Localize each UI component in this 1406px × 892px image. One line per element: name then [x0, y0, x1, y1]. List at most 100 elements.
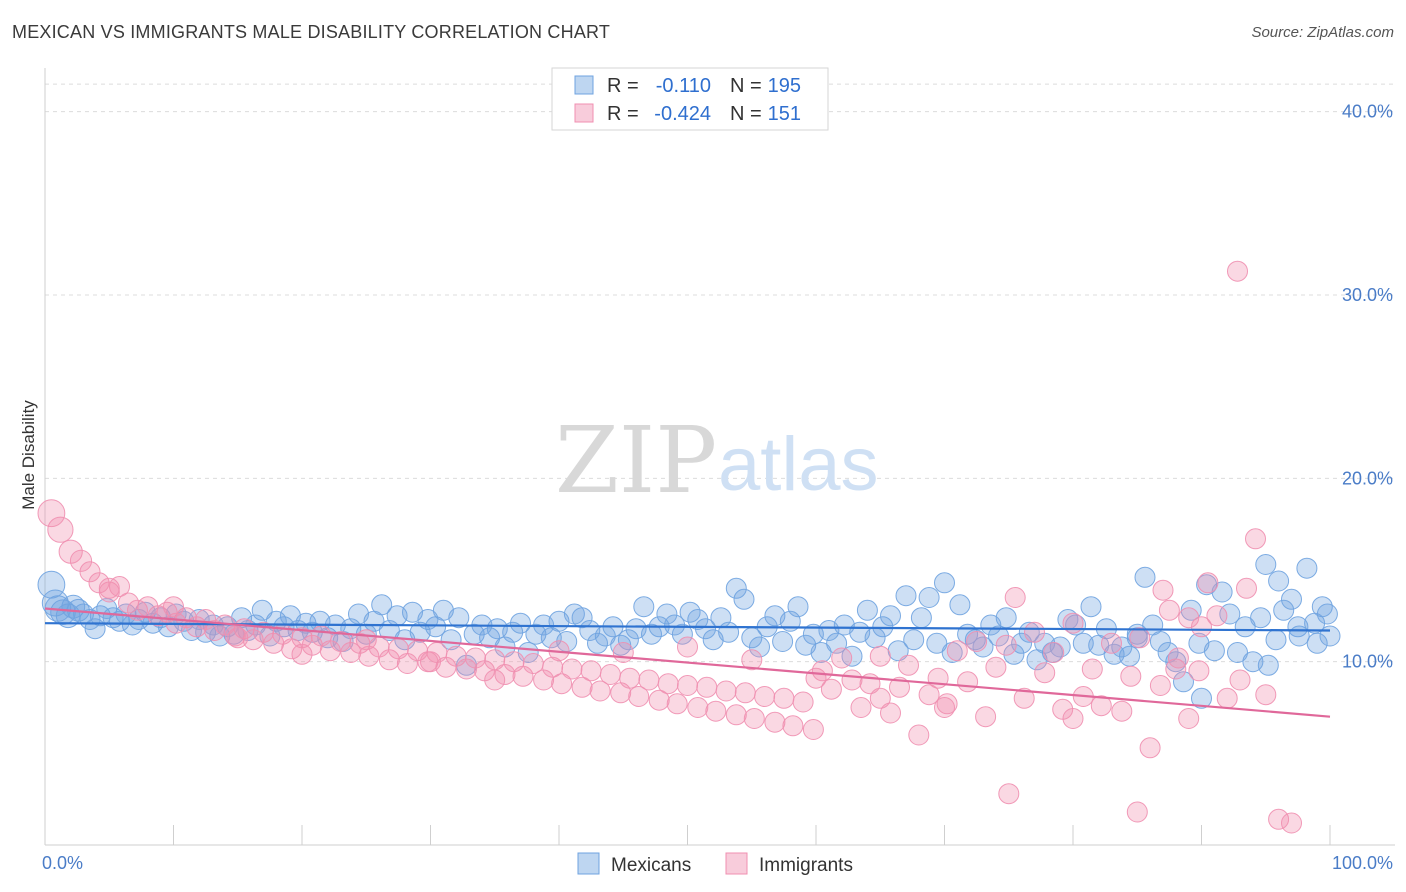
immigrants-point [998, 783, 1020, 805]
immigrants-point [841, 669, 863, 691]
mexicans-point [617, 629, 639, 651]
immigrants-point [1188, 660, 1210, 682]
legend-r-value: -0.110 [656, 75, 711, 97]
immigrants-point [542, 656, 564, 678]
legend-top-box [551, 67, 829, 131]
immigrants-point [743, 708, 765, 729]
mexicans-point [725, 577, 747, 599]
y-tick-label: 40.0% [1342, 102, 1393, 122]
mexicans-point [371, 594, 393, 616]
immigrants-point [340, 642, 362, 663]
immigrants-point [533, 669, 555, 691]
immigrants-point [571, 676, 593, 698]
mexicans-point [1119, 645, 1140, 667]
mexicans-point [1255, 554, 1277, 575]
watermark-zip: ZIP [555, 407, 717, 514]
immigrants-point [696, 676, 718, 698]
mexicans-point [833, 614, 855, 636]
immigrants-point [456, 658, 477, 680]
immigrants-point [805, 667, 827, 689]
immigrants-point [1197, 572, 1219, 594]
mexicans-point [733, 588, 755, 610]
watermark: ZIP atlas [555, 407, 879, 514]
immigrants-point [975, 706, 997, 728]
immigrants-point [1024, 621, 1045, 643]
legend-n-label: N = [730, 75, 762, 97]
immigrants-point [1062, 612, 1084, 634]
immigrants-point [725, 704, 747, 726]
mexicans-point [1149, 631, 1171, 652]
immigrants-point [1236, 577, 1257, 599]
immigrants-point [1158, 599, 1180, 621]
immigrants-point [1129, 627, 1151, 649]
immigrants-point [666, 693, 688, 715]
immigrants-point [1268, 808, 1290, 830]
immigrants-point [512, 665, 534, 687]
immigrants-point [1206, 605, 1228, 627]
mexicans-point [972, 636, 994, 658]
grid-lines [45, 83, 1395, 663]
mexicans-point [502, 621, 524, 643]
y-tick-labels: 10.0% 20.0% 30.0% 40.0% [1342, 102, 1393, 672]
mexicans-point [918, 587, 940, 608]
mexicans-point [910, 607, 932, 629]
immigrants-point [628, 686, 650, 707]
immigrants-point [985, 656, 1007, 678]
mexicans-point [695, 618, 716, 640]
immigrants-point [589, 680, 611, 702]
mexicans-point [671, 623, 693, 645]
immigrants-point [918, 684, 940, 706]
y-axis-title: Male Disability [19, 400, 38, 510]
immigrants-point [802, 719, 824, 740]
immigrants-point [638, 669, 660, 691]
mexicans-point [880, 605, 901, 627]
immigrants-point [1216, 687, 1238, 709]
mexicans-point [903, 629, 925, 651]
mexicans-point [1072, 632, 1094, 654]
mexicans-point [1287, 616, 1309, 638]
immigrants-point [995, 634, 1017, 656]
immigrants-point [612, 642, 634, 663]
mexicans-point [980, 614, 1002, 636]
mexicans-point [633, 596, 655, 618]
immigrants-point [445, 645, 467, 667]
immigrants-point [484, 669, 506, 691]
mexicans-point [587, 632, 608, 654]
immigrants-point [657, 673, 679, 695]
mexicans-point [1165, 651, 1187, 673]
immigrants-point [79, 561, 101, 583]
immigrants-point [1090, 695, 1112, 717]
immigrants-point [396, 653, 418, 674]
immigrants-point [869, 645, 891, 667]
mexicans-point [664, 614, 686, 636]
immigrants-point [1120, 665, 1142, 687]
immigrants-point [869, 687, 891, 709]
mexicans-point [787, 596, 809, 618]
immigrants-point [934, 697, 955, 718]
data-points [37, 260, 1341, 834]
mexicans-point [988, 625, 1009, 647]
immigrants-point [677, 636, 698, 658]
immigrants-point [880, 702, 901, 724]
mexicans-point [749, 636, 770, 658]
mexicans-point [1203, 640, 1225, 662]
immigrants-point [1139, 737, 1161, 759]
mexicans-point [37, 570, 66, 599]
mexicans-point [1180, 599, 1202, 621]
immigrants-point [242, 629, 264, 651]
immigrants-point [163, 596, 184, 618]
immigrants-point [820, 678, 842, 700]
immigrants-point [156, 601, 178, 623]
immigrants-point [37, 499, 66, 528]
immigrants-trend-line [44, 607, 1331, 718]
mexicans-point [702, 629, 724, 651]
mexicans-point [926, 632, 948, 654]
mexicans-point [1227, 642, 1248, 663]
mexicans-point [571, 607, 593, 629]
immigrants-point [599, 664, 621, 685]
immigrants-point [966, 631, 988, 652]
mexicans-point [1003, 643, 1025, 665]
mexicans-point [1173, 671, 1194, 693]
immigrants-point [1111, 700, 1133, 722]
